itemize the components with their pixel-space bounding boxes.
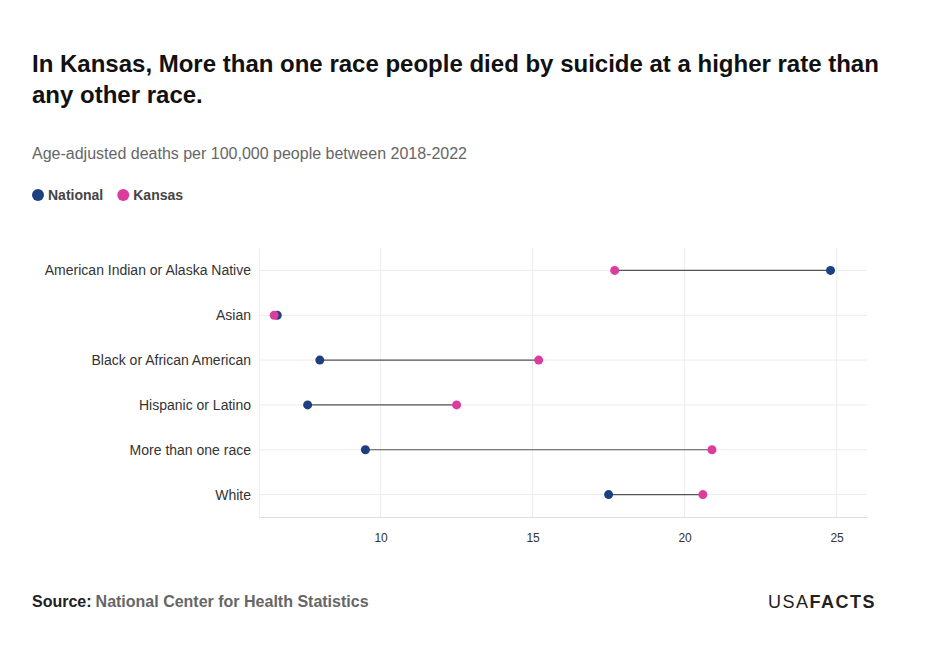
point <box>604 490 613 499</box>
tick-label: White <box>215 487 251 503</box>
y-axis: American Indian or Alaska Native Asian Bla… <box>45 249 260 518</box>
tick: American Indian or Alaska Native <box>45 262 259 278</box>
grid-line <box>259 449 867 450</box>
tick-label: Hispanic or Latino <box>139 397 251 413</box>
tick: Black or African American <box>91 352 259 368</box>
tick-label: Asian <box>216 307 251 323</box>
tick-label: Black or African American <box>91 352 251 368</box>
point <box>361 445 370 454</box>
point <box>315 356 324 365</box>
tick: Asian <box>216 307 259 323</box>
grid-line <box>532 248 533 517</box>
marks <box>270 266 835 499</box>
tick-label: 10 <box>374 531 388 545</box>
source-text: National Center for Health Statistics <box>96 593 369 610</box>
point <box>707 445 716 454</box>
grid-line <box>684 248 685 517</box>
grid-line <box>259 494 867 495</box>
tick-label: 25 <box>830 531 844 545</box>
legend: National Kansas <box>32 187 183 203</box>
connector <box>365 449 712 450</box>
tick: 20 <box>678 517 692 545</box>
tick-label: More than one race <box>130 442 252 458</box>
legend-label: National <box>48 187 103 203</box>
tick-label: 20 <box>678 531 692 545</box>
tick: 15 <box>526 517 540 545</box>
grid-line <box>259 270 867 271</box>
source: Source:National Center for Health Statis… <box>32 593 369 610</box>
logo-part: FACTS <box>809 592 876 612</box>
connector <box>609 494 703 495</box>
connector <box>308 404 457 405</box>
logo: USAFACTS <box>768 592 876 612</box>
point <box>452 400 461 409</box>
tick: 10 <box>374 517 388 545</box>
point <box>610 266 619 275</box>
tick-label: American Indian or Alaska Native <box>45 262 251 278</box>
axis-line <box>260 517 868 518</box>
point <box>698 490 707 499</box>
grid-line <box>380 248 381 517</box>
logo-part: USA <box>768 592 810 612</box>
tick: White <box>215 487 259 503</box>
axis-line <box>259 249 260 518</box>
point <box>303 400 312 409</box>
grid-line <box>836 248 837 517</box>
legend-item: National <box>32 187 103 203</box>
tick: 25 <box>830 517 844 545</box>
subtitle: Age-adjusted deaths per 100,000 people b… <box>32 145 467 162</box>
tick: Hispanic or Latino <box>139 397 259 413</box>
point <box>826 266 835 275</box>
connector <box>615 270 831 271</box>
grid-line <box>259 404 867 405</box>
point <box>270 311 279 320</box>
tick-label: 15 <box>526 531 540 545</box>
source-label: Source: <box>32 593 92 610</box>
x-axis: 10 15 20 25 <box>260 517 868 545</box>
legend-swatch <box>117 189 129 201</box>
legend-item: Kansas <box>117 187 183 203</box>
point <box>534 356 543 365</box>
legend-swatch <box>32 189 44 201</box>
tick: More than one race <box>130 442 259 458</box>
connector <box>320 359 539 360</box>
legend-label: Kansas <box>133 187 183 203</box>
grid-line <box>259 360 867 361</box>
chart: In Kansas, More than one race people die… <box>0 0 929 661</box>
grid-line <box>259 315 867 316</box>
title: In Kansas, More than one race people die… <box>32 50 879 108</box>
grid <box>259 248 867 517</box>
